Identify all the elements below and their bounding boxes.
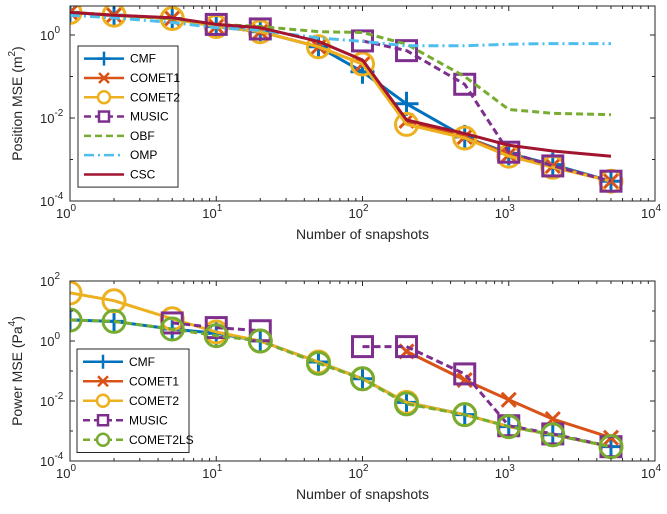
x-tick-label: 102 — [348, 463, 368, 481]
legend-label: COMET2 — [129, 394, 179, 408]
legend-label: COMET1 — [129, 374, 179, 388]
x-tick-label: 101 — [202, 203, 222, 221]
legend-label: COMET1 — [130, 71, 180, 85]
x-tick-label: 103 — [495, 203, 515, 221]
legend-entry-comet1: COMET1 — [84, 71, 180, 85]
series-comet2-point — [70, 281, 83, 306]
series-comet2ls-point — [305, 350, 331, 376]
series-comet2ls-point — [159, 316, 185, 342]
legend-box — [77, 45, 179, 188]
legend-entry-music: MUSIC — [83, 413, 168, 427]
y-tick-label: 102 — [40, 271, 60, 289]
legend-entry-comet2ls: COMET2LS — [83, 432, 194, 447]
legend-label: OMP — [130, 148, 157, 162]
y-tick-label: 100 — [40, 25, 60, 43]
series-comet2ls-point — [350, 366, 375, 392]
legend-label: CSC — [130, 167, 156, 181]
position-mse-chart: 100 101 102 103 104 100 10-2 10-4 Number of snap… — [7, 5, 661, 242]
legend-entry-comet2: COMET2 — [84, 90, 180, 105]
legend-label: COMET2 — [130, 90, 180, 104]
series-comet2ls-point — [598, 434, 624, 460]
plot-series — [70, 6, 624, 194]
series-music-point — [204, 316, 228, 340]
legend-label: OBF — [130, 129, 155, 143]
series-music-point — [541, 154, 565, 178]
y-tick-label: 10-4 — [40, 191, 64, 209]
x-axis-label: Number of snapshots — [296, 486, 429, 502]
x-tick-label: 100 — [56, 463, 76, 481]
series-music-point — [453, 362, 477, 386]
legend: CMF COMET1 COMET2 MUSIC OBF OMP CSC — [77, 45, 180, 188]
series-music-point — [395, 39, 419, 63]
series-music-point — [351, 335, 374, 359]
series-comet1-point — [70, 6, 79, 21]
y-axis-label: Position MSE (m2) — [7, 46, 25, 160]
series-csc-line — [70, 10, 612, 158]
legend-label: MUSIC — [129, 413, 168, 427]
legend-marker — [96, 90, 112, 105]
legend-entry-comet1: COMET1 — [83, 374, 179, 388]
series-cmf-point — [70, 308, 82, 333]
legend-marker — [98, 72, 110, 84]
x-axis-label: Number of snapshots — [296, 226, 429, 242]
legend-marker — [96, 414, 110, 427]
y-tick-label: 10-4 — [40, 451, 64, 469]
series-comet2ls-point — [70, 307, 83, 333]
y-tick-label: 100 — [40, 331, 60, 349]
series-cmf-point — [394, 91, 419, 116]
series-comet2ls-point — [452, 402, 478, 428]
legend-entry-csc: CSC — [84, 167, 156, 181]
series-comet2ls-point — [247, 328, 273, 354]
legend-marker — [97, 375, 109, 388]
series-comet2ls-point — [101, 308, 127, 334]
legend-entry-cmf: CMF — [83, 354, 155, 369]
series-comet2ls-point — [203, 323, 229, 349]
series-music-point — [497, 140, 521, 164]
legend-marker — [97, 110, 111, 123]
legend: CMF COMET1 COMET2 MUSIC COMET2LS — [76, 348, 194, 453]
legend-entry-comet2: COMET2 — [83, 393, 179, 408]
legend-label: CMF — [130, 52, 156, 66]
legend-label: MUSIC — [130, 110, 169, 124]
x-tick-label: 104 — [641, 463, 661, 481]
series-music-point — [395, 335, 419, 359]
plot-series — [70, 281, 624, 460]
legend-entry-obf: OBF — [84, 129, 155, 143]
x-tick-label: 102 — [348, 203, 368, 221]
y-tick-label: 10-2 — [40, 108, 64, 126]
series-comet2ls-point — [394, 391, 420, 417]
x-tick-label: 100 — [56, 203, 76, 221]
legend-marker — [97, 51, 111, 66]
series-comet1-point — [500, 391, 517, 408]
x-tick-label: 104 — [641, 203, 661, 221]
series-comet2ls-point — [540, 422, 566, 448]
legend-label: CMF — [129, 355, 155, 369]
series-comet2ls-point — [496, 414, 522, 440]
legend-label: COMET2LS — [129, 433, 194, 447]
legend-entry-music: MUSIC — [84, 110, 169, 124]
series-comet2ls — [70, 307, 624, 460]
y-tick-label: 10-2 — [40, 391, 64, 409]
y-axis-label: Power MSE (Pa4) — [7, 316, 25, 426]
power-mse-chart: 100 101 102 103 104 102 100 10-2 10-4 Number of s… — [7, 271, 661, 502]
x-tick-label: 101 — [202, 463, 222, 481]
series-omp — [70, 13, 611, 48]
legend-marker — [95, 393, 111, 408]
legend-entry-cmf: CMF — [84, 51, 156, 66]
series-omp-line — [70, 13, 611, 48]
series-csc — [70, 10, 612, 158]
legend-marker — [96, 354, 110, 369]
series-comet2-point — [350, 51, 375, 77]
legend-entry-omp: OMP — [84, 148, 157, 162]
series-music-point — [599, 169, 623, 193]
x-tick-label: 103 — [495, 463, 515, 481]
series-comet2-point — [394, 111, 420, 137]
legend-marker — [95, 432, 111, 447]
